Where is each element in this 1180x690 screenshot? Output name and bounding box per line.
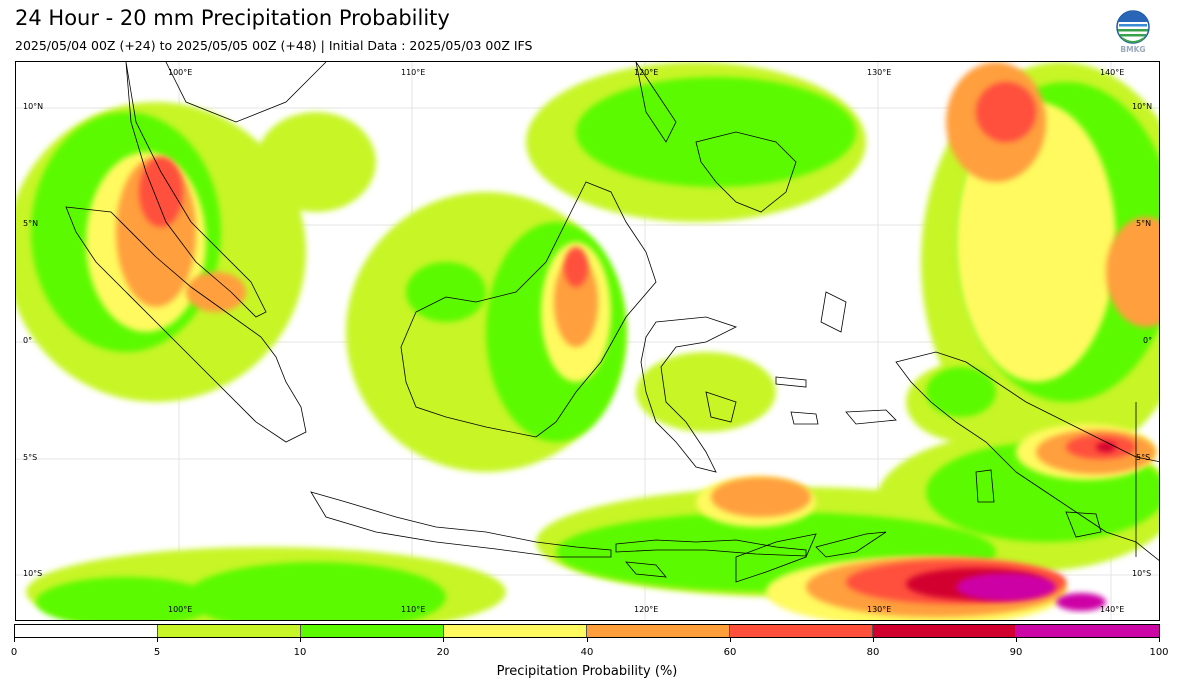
lat-label-left-5n: 5°N bbox=[23, 219, 39, 228]
bmkg-logo-icon: BMKG bbox=[1113, 10, 1153, 54]
colorbar-segment bbox=[444, 625, 587, 637]
colorbar-tick-90: 90 bbox=[1009, 647, 1023, 658]
map-canvas bbox=[16, 62, 1159, 620]
lat-label-left-5s: 5°S bbox=[23, 453, 38, 462]
lon-label-bottom-110e: 110°E bbox=[401, 605, 426, 614]
lon-label-bottom-120e: 120°E bbox=[634, 605, 659, 614]
colorbar-tick-80: 80 bbox=[866, 647, 880, 658]
page-subtitle: 2025/05/04 00Z (+24) to 2025/05/05 00Z (… bbox=[15, 38, 533, 53]
colorbar-tick-10: 10 bbox=[293, 647, 307, 658]
colorbar-tick-5: 5 bbox=[153, 647, 161, 658]
lon-label-top-100e: 100°E bbox=[168, 68, 193, 77]
colorbar-segment bbox=[158, 625, 301, 637]
colorbar-tick-40: 40 bbox=[580, 647, 594, 658]
precipitation-probability-map: 100°E 110°E 120°E 130°E 140°E 100°E 110°… bbox=[15, 61, 1160, 621]
lon-label-top-130e: 130°E bbox=[867, 68, 892, 77]
colorbar-tick-100: 100 bbox=[1149, 647, 1169, 658]
lat-label-right-5s: 5°S bbox=[1136, 453, 1151, 462]
colorbar-tick-60: 60 bbox=[723, 647, 737, 658]
colorbar-segment bbox=[873, 625, 1016, 637]
colorbar bbox=[14, 624, 1160, 638]
colorbar-label: Precipitation Probability (%) bbox=[496, 664, 678, 679]
colorbar-tick-0: 0 bbox=[10, 647, 18, 658]
lat-label-right-0: 0° bbox=[1143, 336, 1153, 345]
colorbar-segment bbox=[730, 625, 873, 637]
lon-label-top-120e: 120°E bbox=[634, 68, 659, 77]
lon-label-bottom-130e: 130°E bbox=[867, 605, 892, 614]
lat-label-right-10n: 10°N bbox=[1132, 102, 1153, 111]
svg-text:BMKG: BMKG bbox=[1120, 45, 1145, 54]
probability-field bbox=[16, 62, 1159, 620]
lat-label-left-10n: 10°N bbox=[23, 102, 44, 111]
lon-label-bottom-100e: 100°E bbox=[168, 605, 193, 614]
colorbar-tick-20: 20 bbox=[436, 647, 450, 658]
lon-label-bottom-140e: 140°E bbox=[1100, 605, 1125, 614]
lon-label-top-140e: 140°E bbox=[1100, 68, 1125, 77]
lon-label-top-110e: 110°E bbox=[401, 68, 426, 77]
colorbar-segment bbox=[301, 625, 444, 637]
colorbar-segment bbox=[15, 625, 158, 637]
colorbar-segment bbox=[587, 625, 730, 637]
page-title: 24 Hour - 20 mm Precipitation Probabilit… bbox=[15, 6, 450, 30]
lat-label-left-10s: 10°S bbox=[23, 569, 43, 578]
lat-label-right-5n: 5°N bbox=[1136, 219, 1152, 228]
colorbar-segment bbox=[1016, 625, 1159, 637]
coastlines bbox=[65, 62, 1159, 583]
lat-label-right-10s: 10°S bbox=[1132, 569, 1152, 578]
lat-label-left-0: 0° bbox=[23, 336, 33, 345]
